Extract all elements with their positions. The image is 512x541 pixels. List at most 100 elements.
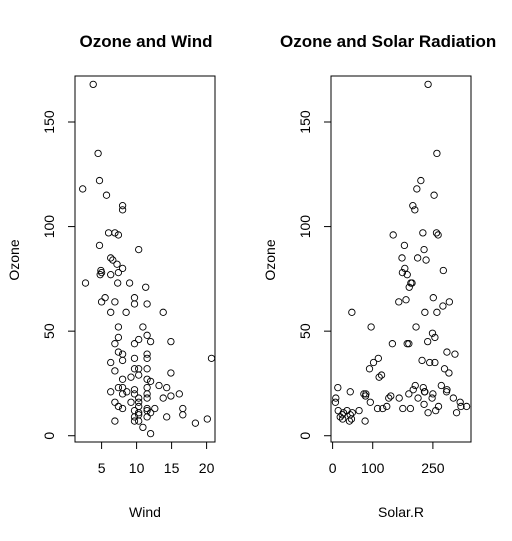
- wind-data-point: [82, 280, 88, 286]
- wind-data-point: [108, 309, 114, 315]
- wind-data-point: [119, 376, 125, 382]
- wind-data-point: [160, 309, 166, 315]
- solar-data-point: [362, 418, 368, 424]
- wind-data-point: [144, 366, 150, 372]
- solar-data-point: [446, 370, 452, 376]
- wind-y-tick-label: 150: [41, 110, 57, 134]
- wind-data-point: [164, 414, 170, 420]
- solar-plot-frame: [331, 76, 471, 442]
- wind-data-point: [164, 384, 170, 390]
- wind-data-point: [144, 355, 150, 361]
- solar-data-point: [424, 338, 430, 344]
- wind-data-point: [144, 332, 150, 338]
- solar-data-point: [400, 405, 406, 411]
- solar-data-point: [333, 395, 339, 401]
- solar-data-point: [413, 324, 419, 330]
- solar-data-point: [418, 177, 424, 183]
- solar-data-point: [430, 294, 436, 300]
- wind-data-point: [143, 284, 149, 290]
- solar-data-point: [434, 309, 440, 315]
- wind-data-point: [128, 374, 134, 380]
- wind-data-point: [115, 324, 121, 330]
- wind-data-point: [108, 271, 114, 277]
- solar-data-point: [434, 150, 440, 156]
- solar-data-point: [453, 410, 459, 416]
- wind-data-point: [96, 177, 102, 183]
- wind-data-point: [112, 368, 118, 374]
- wind-data-point: [144, 414, 150, 420]
- solar-data-point: [347, 389, 353, 395]
- wind-data-point: [126, 280, 132, 286]
- solar-data-point: [440, 267, 446, 273]
- solar-x-tick-label: 250: [421, 460, 445, 476]
- wind-data-point: [131, 301, 137, 307]
- wind-data-point: [140, 424, 146, 430]
- solar-data-point: [420, 230, 426, 236]
- solar-data-point: [425, 410, 431, 416]
- solar-data-point: [419, 357, 425, 363]
- solar-data-point: [435, 232, 441, 238]
- solar-data-point: [421, 246, 427, 252]
- solar-data-point: [446, 299, 452, 305]
- solar-data-point: [366, 366, 372, 372]
- solar-data-point: [349, 309, 355, 315]
- wind-data-point: [119, 357, 125, 363]
- solar-data-point: [401, 242, 407, 248]
- wind-x-tick-label: 15: [164, 460, 180, 476]
- wind-data-point: [95, 150, 101, 156]
- solar-data-point: [431, 192, 437, 198]
- wind-data-point: [115, 334, 121, 340]
- wind-x-axis-label: Wind: [129, 504, 161, 520]
- solar-axis-ticks: 0 100 250050100150: [297, 110, 445, 476]
- wind-data-point: [98, 299, 104, 305]
- wind-data-point: [90, 81, 96, 87]
- wind-data-point: [180, 412, 186, 418]
- solar-data-point: [425, 81, 431, 87]
- solar-data-point: [433, 230, 439, 236]
- solar-y-tick-label: 100: [297, 215, 313, 239]
- wind-data-point: [144, 391, 150, 397]
- wind-points: [80, 81, 215, 437]
- solar-data-point: [430, 391, 436, 397]
- wind-data-point: [119, 207, 125, 213]
- solar-data-point: [438, 382, 444, 388]
- wind-x-tick-label: 20: [199, 460, 215, 476]
- solar-data-point: [444, 349, 450, 355]
- wind-data-point: [192, 420, 198, 426]
- wind-data-point: [131, 294, 137, 300]
- wind-data-point: [102, 294, 108, 300]
- wind-data-point: [156, 382, 162, 388]
- solar-data-point: [399, 255, 405, 261]
- wind-data-point: [180, 405, 186, 411]
- solar-data-point: [368, 324, 374, 330]
- solar-data-point: [396, 395, 402, 401]
- solar-data-point: [452, 351, 458, 357]
- wind-data-point: [123, 309, 129, 315]
- solar-data-point: [440, 303, 446, 309]
- wind-data-point: [108, 389, 114, 395]
- solar-y-tick-label: 150: [297, 110, 313, 134]
- solar-data-point: [390, 232, 396, 238]
- wind-panel: Ozone and Wind Wind Ozone 5 10 15 20 0 50 100 1…: [6, 32, 215, 520]
- solar-chart-title: Ozone and Solar Radiation: [280, 32, 496, 51]
- wind-data-point: [136, 372, 142, 378]
- wind-data-point: [144, 301, 150, 307]
- solar-y-tick-label: 50: [297, 323, 313, 339]
- solar-data-point: [406, 391, 412, 397]
- wind-data-point: [96, 242, 102, 248]
- solar-points: [332, 81, 470, 424]
- wind-data-point: [103, 192, 109, 198]
- wind-data-point: [176, 391, 182, 397]
- wind-data-point: [112, 399, 118, 405]
- solar-data-point: [423, 257, 429, 263]
- wind-data-point: [168, 370, 174, 376]
- wind-data-point: [80, 186, 86, 192]
- wind-chart-title: Ozone and Wind: [79, 32, 212, 51]
- solar-panel: Ozone and Solar Radiation Solar.R Ozone …: [262, 32, 496, 520]
- solar-data-point: [407, 405, 413, 411]
- solar-data-point: [414, 186, 420, 192]
- wind-data-point: [115, 280, 121, 286]
- wind-axis-ticks: 5 10 15 20 0 50 100 150: [41, 110, 215, 476]
- solar-x-tick-label: 0: [329, 460, 337, 476]
- solar-x-axis-label: Solar.R: [378, 504, 424, 520]
